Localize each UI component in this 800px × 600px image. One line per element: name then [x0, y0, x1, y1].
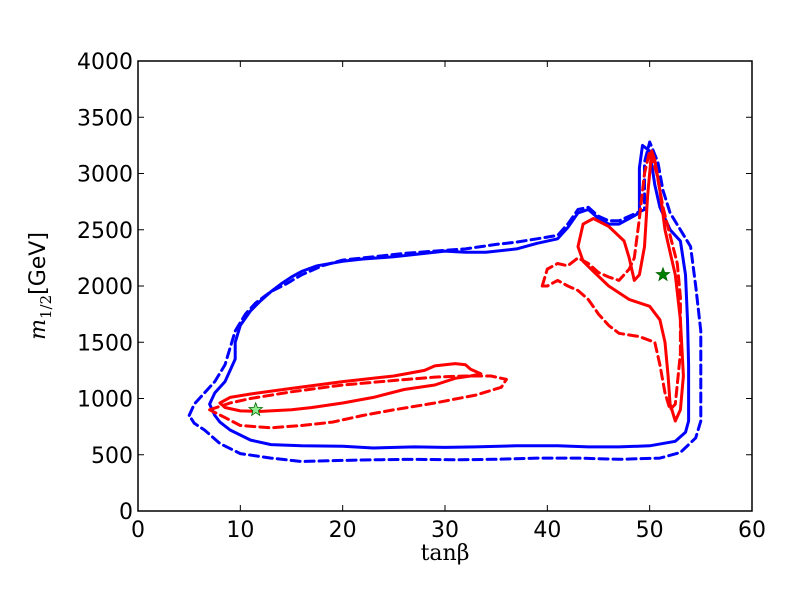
y-tick-label: 1500: [77, 331, 133, 356]
x-tick-label: 60: [738, 518, 766, 543]
y-tick-label: 4000: [77, 50, 133, 75]
contour-3: [218, 362, 483, 413]
marker-layer: [247, 266, 671, 417]
contour-6: [540, 149, 682, 412]
y-tick-label: 500: [91, 444, 133, 469]
y-tick-label: 2000: [77, 275, 133, 300]
y-tick-label: 0: [119, 500, 133, 525]
x-tick-label: 10: [226, 518, 254, 543]
y-tick-label: 1000: [77, 388, 133, 413]
y-tick-label: 2500: [77, 219, 133, 244]
contour-layer: [187, 140, 703, 463]
x-tick-label: 40: [533, 518, 561, 543]
x-tick-label: 50: [636, 518, 664, 543]
contour-5: [576, 149, 685, 423]
y-tick-label: 3000: [77, 163, 133, 188]
star-marker-1: [247, 401, 264, 417]
y-tick-label: 3500: [77, 106, 133, 131]
x-tick-label: 20: [329, 518, 357, 543]
contour-2: [187, 140, 703, 463]
x-axis-label: tanβ: [421, 541, 470, 566]
contour-4: [208, 374, 508, 430]
y-axis-label-symbol: m: [26, 319, 51, 340]
tick-layer: 0 10 20 30 40 50 60 0 500 1000 1500 2000 2500 3000 350…: [77, 50, 766, 543]
x-tick-label: 0: [131, 518, 145, 543]
y-axis-label-subscript: 1/2: [37, 295, 55, 319]
y-axis-label: m1/2[GeV]: [26, 232, 55, 340]
x-tick-label: 30: [431, 518, 459, 543]
y-axis-label-unit: [GeV]: [26, 232, 51, 295]
star-marker-2: [655, 266, 671, 282]
